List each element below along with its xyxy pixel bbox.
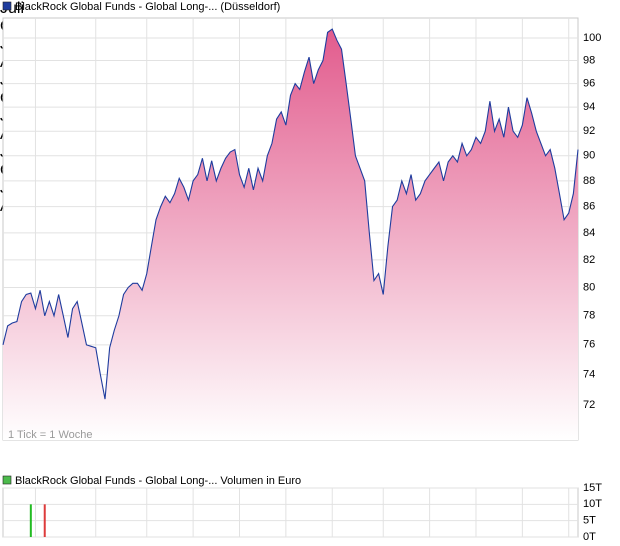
annotation: 1 Tick = 1 Woche xyxy=(8,429,92,441)
y-tick-label: 88 xyxy=(583,175,595,187)
legend-swatch xyxy=(2,475,12,485)
y-tick-label: 15T xyxy=(583,482,602,494)
y-tick-label: 94 xyxy=(583,101,595,113)
y-tick-label: 76 xyxy=(583,339,595,351)
y-tick-label: 5T xyxy=(583,515,596,527)
y-tick-label: 82 xyxy=(583,254,595,266)
y-tick-label: 96 xyxy=(583,78,595,90)
y-tick-label: 100 xyxy=(583,32,601,44)
plot-area xyxy=(2,487,579,538)
y-tick-label: 90 xyxy=(583,150,595,162)
y-tick-label: 72 xyxy=(583,399,595,411)
legend-label: BlackRock Global Funds - Global Long-...… xyxy=(15,475,301,487)
line xyxy=(2,28,579,400)
y-tick-label: 80 xyxy=(583,281,595,293)
volume-bar xyxy=(29,504,32,537)
y-tick-label: 0T xyxy=(583,531,596,543)
y-tick-label: 78 xyxy=(583,310,595,322)
volume-bar xyxy=(43,504,46,537)
legend-swatch xyxy=(2,1,12,11)
area xyxy=(3,29,578,440)
y-tick-label: 86 xyxy=(583,201,595,213)
legend-label: BlackRock Global Funds - Global Long-...… xyxy=(15,1,280,13)
y-tick-label: 74 xyxy=(583,369,595,381)
y-tick-label: 92 xyxy=(583,125,595,137)
y-tick-label: 10T xyxy=(583,498,602,510)
y-tick-label: 84 xyxy=(583,227,595,239)
y-tick-label: 98 xyxy=(583,54,595,66)
